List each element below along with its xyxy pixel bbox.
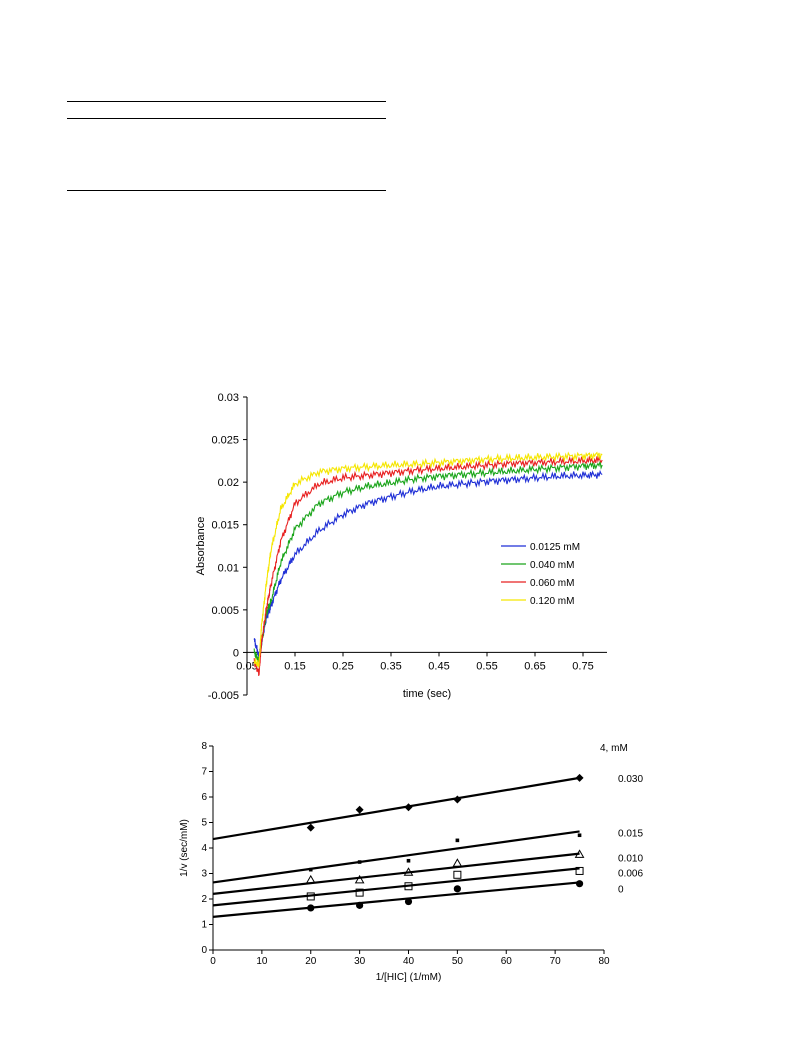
x-tick-label-1: 0.55 [476, 660, 497, 672]
x-tick-label-2: 40 [403, 956, 415, 967]
legend-title-2: 4, mM [600, 743, 628, 754]
data-point-triangle [403, 867, 414, 876]
x-tick-label-2: 30 [354, 956, 366, 967]
y-tick-label-2: 1 [201, 920, 207, 931]
data-point-circle [307, 904, 315, 912]
x-tick-label-1: 0.05 [236, 660, 257, 672]
data-point-square [453, 870, 462, 879]
y-tick-label-1: 0.025 [211, 435, 239, 447]
y-tick-label-2: 4 [201, 843, 207, 854]
series-line-00125 [253, 469, 603, 659]
data-point-square [355, 888, 364, 897]
legend-label-1: 0.120 mM [530, 596, 574, 607]
x-tick-label-1: 0.25 [332, 660, 353, 672]
data-point-square [306, 892, 315, 901]
data-point-diamond [355, 805, 364, 814]
legend-label-1: 0.060 mM [530, 578, 574, 589]
y-tick-label-1: 0.01 [218, 562, 239, 574]
x-tick-label-2: 10 [256, 956, 268, 967]
data-point-triangle [574, 849, 585, 858]
data-point-square [404, 882, 413, 891]
y-tick-label-1: 0 [233, 647, 239, 659]
y-tick-label-1: 0.03 [218, 392, 239, 404]
data-point-triangle [305, 874, 316, 884]
y-axis-label-1: Absorbance [195, 517, 207, 576]
series-line-0060 [253, 455, 603, 676]
x-tick-label-2: 60 [501, 956, 513, 967]
x-tick-label-2: 70 [550, 956, 562, 967]
data-point-dot [357, 860, 362, 864]
series-label-2: 0.015 [618, 828, 643, 839]
y-tick-label-2: 8 [201, 741, 207, 752]
table-top-rule [67, 101, 386, 102]
fit-line-0.030 [212, 776, 580, 841]
y-tick-label-1: 0.015 [211, 520, 239, 532]
legend-label-1: 0.040 mM [530, 560, 574, 571]
fit-line-0.006 [212, 867, 580, 907]
x-tick-label-2: 50 [452, 956, 464, 967]
x-tick-label-2: 80 [598, 956, 610, 967]
data-point-dot [308, 867, 313, 872]
data-point-dot [406, 858, 411, 863]
data-point-square [575, 866, 584, 875]
data-point-diamond [575, 773, 584, 782]
x-tick-label-1: 0.75 [572, 660, 593, 672]
data-point-circle [453, 885, 461, 893]
data-point-dot [577, 833, 582, 838]
x-tick-label-1: 0.15 [284, 660, 305, 672]
x-tick-label-1: 0.35 [380, 660, 401, 672]
data-point-diamond [404, 803, 413, 812]
table-header-rule [67, 118, 386, 119]
series-label-2: 0.006 [618, 868, 643, 879]
data-point-circle [356, 901, 364, 909]
y-tick-label-1: -0.005 [208, 690, 239, 702]
x-axis-label-2: 1/[HIC] (1/mM) [376, 972, 442, 983]
series-label-2: 0.010 [618, 854, 643, 865]
fit-line-0.010 [212, 852, 580, 895]
series-line-0040 [253, 461, 603, 664]
data-point-diamond [306, 823, 315, 832]
table-bottom-rule [67, 190, 386, 191]
x-tick-label-2: 0 [210, 956, 216, 967]
y-tick-label-2: 0 [201, 945, 207, 956]
x-tick-label-1: 0.45 [428, 660, 449, 672]
y-tick-label-2: 3 [201, 869, 207, 880]
y-tick-label-2: 7 [201, 767, 207, 778]
data-point-triangle [354, 874, 365, 884]
y-tick-label-2: 6 [201, 792, 207, 803]
data-point-circle [404, 897, 413, 906]
x-tick-label-1: 0.65 [524, 660, 545, 672]
series-line-0120 [253, 451, 603, 668]
series-label-2: 0.030 [618, 774, 643, 785]
y-tick-label-1: 0.02 [218, 477, 239, 489]
y-tick-label-1: 0.005 [211, 605, 239, 617]
data-point-triangle [452, 858, 463, 867]
y-tick-label-2: 2 [201, 894, 207, 905]
legend-label-1: 0.0125 mM [530, 542, 580, 553]
y-tick-label-2: 5 [201, 818, 207, 829]
data-point-circle [575, 880, 584, 888]
data-point-diamond [453, 795, 462, 804]
x-tick-label-2: 20 [305, 956, 317, 967]
x-axis-label-1: time (sec) [403, 688, 451, 700]
fit-line-0.015 [212, 830, 580, 884]
series-label-2: 0 [618, 884, 624, 895]
data-point-dot [455, 838, 460, 843]
fit-line-0 [212, 881, 580, 918]
y-axis-label-2: 1/v (sec/mM) [179, 819, 190, 877]
